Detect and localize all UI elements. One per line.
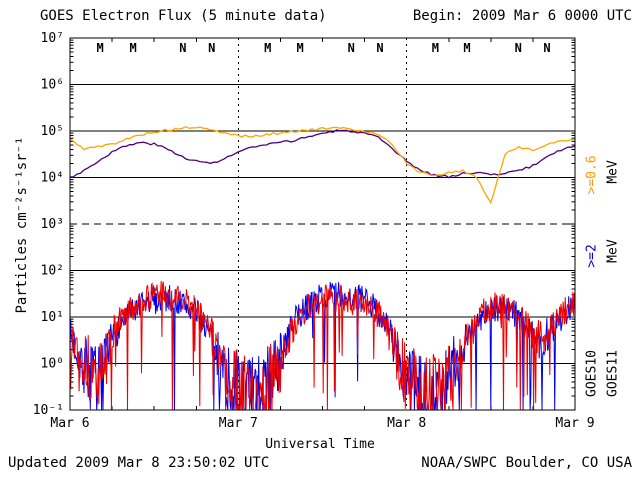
legend-energy-ge06: >=0.6 <box>584 155 600 195</box>
svg-text:M: M <box>130 41 137 55</box>
svg-text:N: N <box>376 41 383 55</box>
svg-text:10⁴: 10⁴ <box>41 171 64 186</box>
svg-text:10⁷: 10⁷ <box>41 31 64 46</box>
y-axis-label: Particles cm⁻²s⁻¹sr⁻¹ <box>14 136 30 314</box>
svg-text:N: N <box>179 41 186 55</box>
svg-text:Mar 6: Mar 6 <box>50 416 89 431</box>
svg-text:Mar 9: Mar 9 <box>555 416 594 431</box>
svg-text:Mar 8: Mar 8 <box>387 416 426 431</box>
page-title: GOES Electron Flux (5 minute data) <box>40 8 327 24</box>
begin-label: Begin: 2009 Mar 6 0000 UTC <box>412 8 632 24</box>
svg-text:10⁶: 10⁶ <box>41 78 64 93</box>
svg-text:M: M <box>463 41 470 55</box>
svg-text:M: M <box>296 41 303 55</box>
svg-text:10³: 10³ <box>41 217 64 232</box>
legend-unit-mev-2: MeV <box>605 160 621 184</box>
svg-text:N: N <box>348 41 355 55</box>
svg-text:10²: 10² <box>41 264 64 279</box>
svg-text:Mar 7: Mar 7 <box>219 416 258 431</box>
svg-text:N: N <box>543 41 550 55</box>
svg-text:10⁰: 10⁰ <box>41 357 64 372</box>
svg-text:M: M <box>97 41 104 55</box>
svg-text:10⁻¹: 10⁻¹ <box>33 403 64 418</box>
svg-text:10¹: 10¹ <box>41 310 64 325</box>
svg-text:10⁵: 10⁵ <box>41 124 64 139</box>
updated-timestamp: Updated 2009 Mar 8 23:50:02 UTC <box>8 455 270 471</box>
svg-text:N: N <box>515 41 522 55</box>
svg-text:M: M <box>432 41 439 55</box>
x-axis-label: Universal Time <box>265 437 375 452</box>
svg-text:M: M <box>264 41 271 55</box>
svg-text:N: N <box>208 41 215 55</box>
credit-label: NOAA/SWPC Boulder, CO USA <box>421 455 632 471</box>
